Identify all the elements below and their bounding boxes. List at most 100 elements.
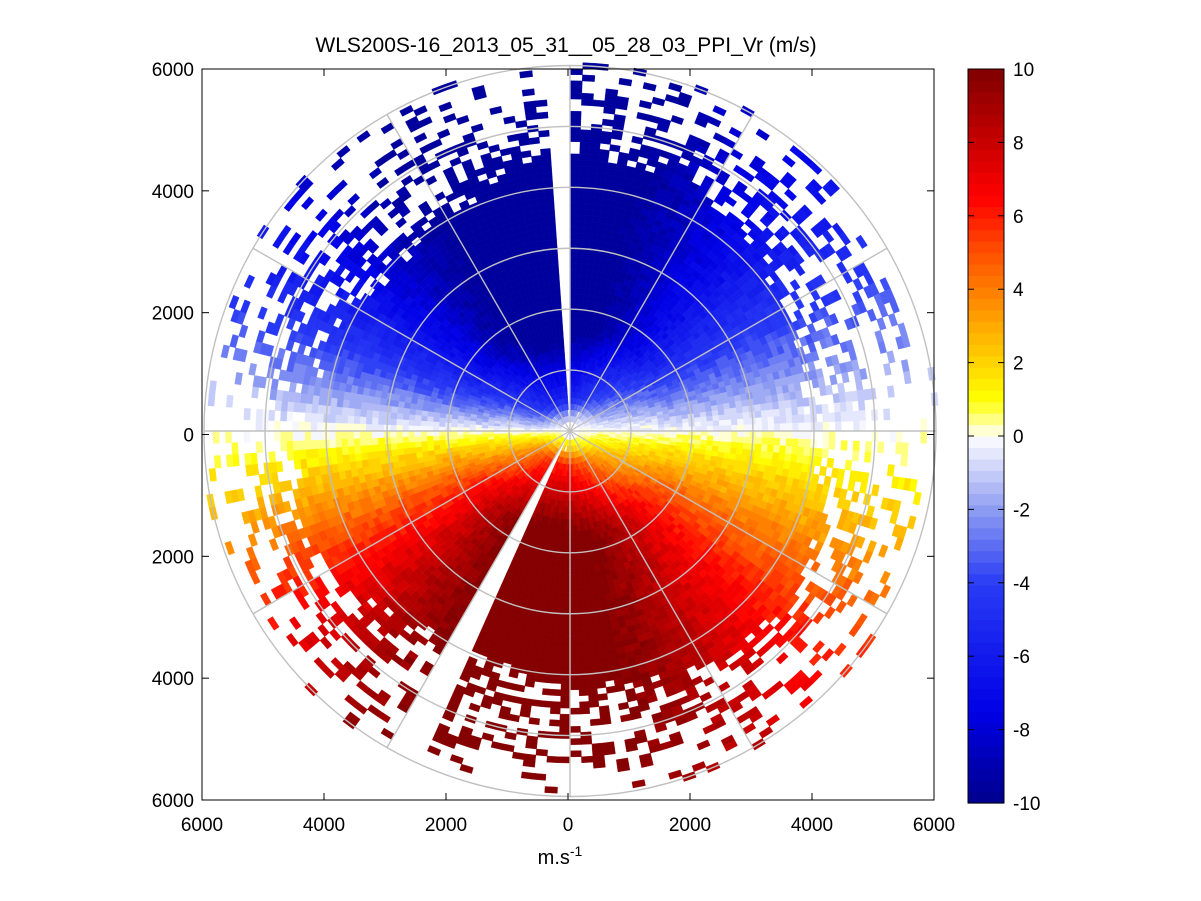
velocity-cell [718,419,726,426]
velocity-cell [559,726,571,733]
velocity-cell [694,435,702,441]
velocity-cell [839,401,848,413]
velocity-cell [543,676,553,684]
velocity-cell [600,130,613,139]
velocity-cell [547,584,554,592]
velocity-cell [569,640,578,648]
velocity-cell [815,404,823,415]
velocity-cell [569,92,583,100]
velocity-cell [537,656,547,665]
velocity-cell [569,251,577,258]
velocity-cell [606,162,618,171]
velocity-cell [712,435,720,442]
velocity-cell [580,129,592,137]
velocity-cell [760,410,768,418]
velocity-cell [589,614,597,623]
velocity-cell [552,676,562,684]
velocity-cell [700,430,708,436]
velocity-cell [576,226,585,234]
velocity-cell [569,598,577,605]
velocity-cell [792,430,799,440]
velocity-cell [569,750,582,758]
velocity-cell [578,172,589,180]
velocity-cell [555,561,562,568]
velocity-cell [556,616,564,623]
velocity-cell [775,197,789,210]
velocity-cell [778,452,786,462]
velocity-cell [712,105,727,117]
velocity-cell [645,425,653,429]
velocity-cell [707,116,722,128]
velocity-cell [573,537,579,544]
velocity-cell [920,418,928,432]
velocity-cell [581,251,590,259]
velocity-cell [797,414,805,424]
velocity-cell [603,747,616,756]
velocity-cell [564,586,571,593]
velocity-cell [578,689,589,697]
velocity-cell [579,567,586,575]
velocity-cell [587,166,598,174]
velocity-cell [797,446,805,456]
velocity-cell [585,651,595,660]
velocity-cell [773,416,781,425]
velocity-cell [706,420,714,427]
velocity-cell [575,591,582,599]
velocity-cell [706,415,714,422]
velocity-cell [725,430,732,437]
velocity-cell [561,543,567,550]
velocity-cell [589,142,601,150]
velocity-cell [837,382,846,394]
velocity-cell [819,465,827,477]
velocity-cell [591,632,600,641]
velocity-cell [581,98,594,107]
velocity-cell [579,701,590,709]
velocity-cell [582,554,589,562]
velocity-cell [694,439,702,445]
velocity-cell [540,700,552,708]
velocity-cell [592,748,605,757]
velocity-cell [572,512,577,520]
velocity-cell [716,403,725,411]
velocity-cell [804,430,812,440]
velocity-cell [569,159,580,167]
velocity-cell [569,665,579,672]
velocity-cell [560,683,571,691]
velocity-cell [784,453,792,463]
velocity-cell [569,707,581,715]
velocity-cell [736,412,744,420]
velocity-cell [561,665,571,672]
velocity-cell [577,542,583,550]
velocity-cell [580,585,588,593]
velocity-cell [554,640,563,648]
velocity-cell [555,634,564,642]
velocity-cell [825,384,833,396]
velocity-cell [537,650,547,659]
velocity-cell [593,197,603,206]
velocity-cell [572,494,576,502]
velocity-cell [581,263,588,271]
velocity-cell [561,653,571,660]
velocity-cell [544,664,554,672]
velocity-cell [730,413,738,420]
velocity-cell [569,196,579,203]
velocity-cell [792,422,799,432]
velocity-cell [719,425,726,432]
velocity-cell [791,414,799,424]
velocity-cell [609,144,621,153]
velocity-cell [573,318,579,325]
velocity-cell [718,436,726,443]
velocity-cell [718,414,726,421]
velocity-cell [767,437,775,446]
velocity-cell [558,585,565,593]
velocity-cell [550,701,561,709]
velocity-cell [877,441,885,454]
velocity-cell [700,416,708,423]
velocity-cell [575,263,582,271]
velocity-cell [579,573,586,581]
velocity-cell [851,450,860,462]
velocity-cell [828,412,836,423]
velocity-cell [569,177,580,185]
velocity-cell [586,664,596,672]
velocity-cell [560,555,566,563]
